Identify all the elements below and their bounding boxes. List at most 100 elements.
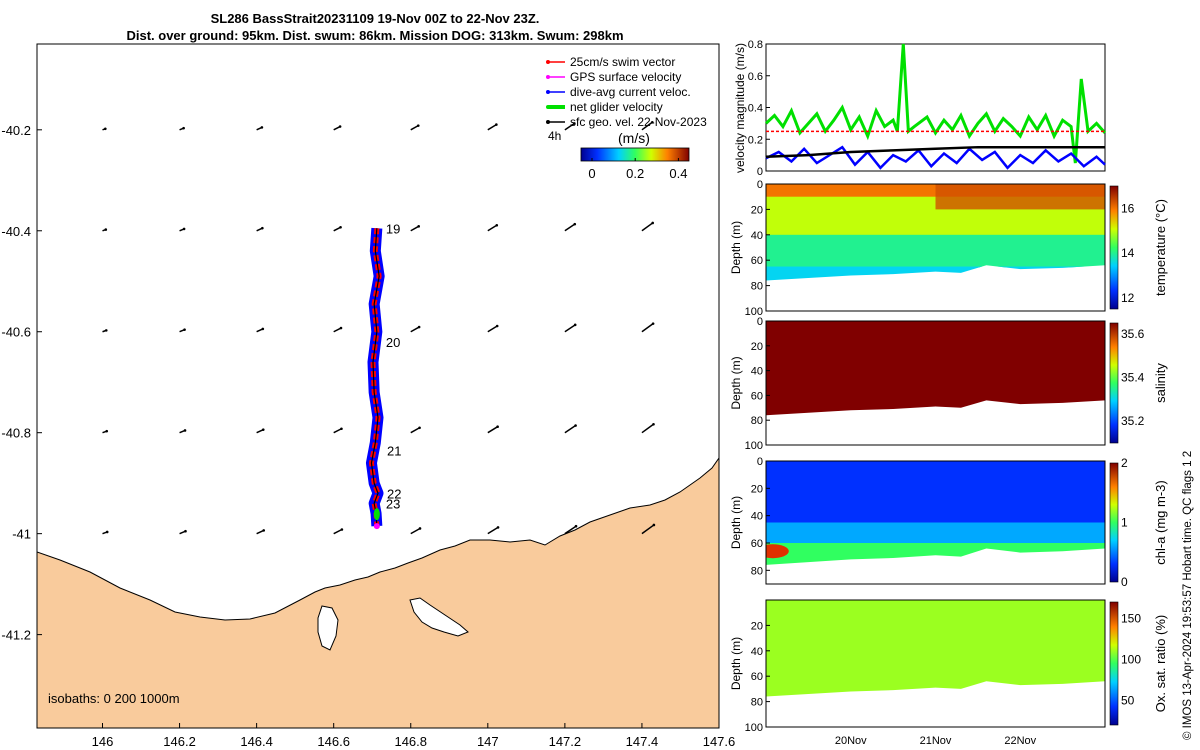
sfc-velocity-arrow: [641, 323, 654, 333]
depth-tick-label: 0: [757, 316, 763, 328]
depth-axis-label: Depth (m): [729, 496, 743, 549]
sfc-velocity-arrowhead: [574, 424, 577, 427]
velocity-line-1: [765, 145, 1106, 170]
depth-tick-label: 20: [751, 341, 763, 353]
colorbar-tick-label: 0.4: [669, 166, 687, 181]
sfc-velocity-arrowhead: [105, 530, 109, 534]
depth-tick-label: 0: [757, 456, 763, 468]
map-y-axis: -40.2 -40.4 -40.6 -40.8 -41 -41.2: [1, 123, 42, 643]
sfc-velocity-arrowhead: [183, 429, 187, 432]
sfc-velocity-arrowhead: [650, 120, 654, 124]
colorbar-tick-label: 14: [1121, 246, 1135, 260]
colorbar-tick-label: 0: [588, 166, 595, 181]
sfc-velocity-arrow: [410, 326, 420, 333]
depth-tick-label: 0: [757, 179, 763, 191]
depth-tick-label: 60: [751, 671, 763, 683]
sfc-velocity-arrowhead: [651, 221, 654, 225]
day-label: 21: [387, 443, 401, 458]
colorbar-salinity: [1109, 322, 1119, 444]
profile-panel-salinity: 0 20 40 60 80 100 Depth (m) 35.2 35.4 35.6 salinit…: [729, 316, 1168, 452]
chla-maximum: [766, 544, 789, 559]
depth-axis-label: Depth (m): [729, 356, 743, 409]
legend-arrowhead: [546, 60, 550, 64]
depth-tick-label: 60: [751, 390, 763, 402]
sfc-velocity-arrowhead: [573, 222, 577, 226]
sfc-velocity-arrow: [333, 528, 343, 535]
map-x-axis: 146 146.2 146.4 146.6 146.8 147 147.2 147.4 147.…: [92, 723, 735, 749]
sfc-velocity-arrowhead: [104, 228, 108, 231]
sfc-velocity-arrowhead: [574, 524, 578, 528]
profile-layer: [766, 600, 1105, 697]
velocity-y-tick-label: 0.2: [748, 134, 763, 146]
sfc-velocity-arrowhead: [496, 425, 499, 428]
sfc-velocity-arrow: [410, 427, 420, 434]
sfc-velocity-arrowhead: [340, 427, 343, 431]
sfc-velocity-arrow: [487, 325, 498, 333]
velocity-ylabel: velocity magnitude (m/s): [733, 43, 747, 173]
time-tick-label: 21Nov: [920, 735, 952, 747]
sfc-velocity-arrow: [256, 529, 265, 535]
colorbar-tick-label: 150: [1121, 611, 1141, 625]
map-y-tick-label: -41: [12, 527, 31, 542]
colorbar-tick-label: 1: [1121, 516, 1128, 530]
colorbar-tick-label: 2: [1121, 456, 1128, 470]
sfc-velocity-arrowhead: [495, 223, 499, 227]
warm-surface-patch: [935, 184, 1105, 210]
sfc-velocity-arrowhead: [260, 126, 264, 129]
profile-frame: [765, 460, 1106, 585]
gps-surface-position: [373, 523, 380, 530]
depth-tick-label: 20: [751, 620, 763, 632]
estuary: [317, 597, 469, 651]
legend-arrowhead: [546, 75, 550, 79]
colorbar-tick-label: 0.2: [626, 166, 644, 181]
legend-label: net glider velocity: [570, 100, 663, 114]
sfc-velocity-arrowhead: [183, 328, 186, 331]
colorbar-chla: [1109, 462, 1119, 583]
sfc-velocity-arrow: [410, 527, 421, 535]
sfc-velocity-arrowhead: [652, 523, 656, 527]
colorbar-label: temperature (°C): [1153, 199, 1168, 296]
velocity-y-tick-label: 0: [757, 166, 763, 178]
sfc-velocity-arrowhead: [339, 225, 342, 229]
depth-tick-label: 80: [751, 697, 763, 709]
sfc-velocity-arrow: [410, 225, 420, 232]
sfc-velocity-arrow: [641, 121, 653, 131]
depth-axis-label: Depth (m): [729, 221, 743, 274]
profile-layer: [766, 321, 1105, 416]
depth-tick-label: 100: [745, 722, 763, 734]
sfc-velocity-arrowhead: [182, 126, 185, 130]
legend-label: GPS surface velocity: [570, 70, 681, 84]
colorbar-label: chl-a (mg m-3): [1153, 480, 1168, 565]
map-panel: 146 146.2 146.4 146.6 146.8 147 147.2 147.4 147.…: [1, 43, 735, 749]
profile-heatmap: [766, 184, 1105, 281]
sfc-velocity-arrowhead: [573, 122, 576, 125]
colorbar-oxygen: [1109, 601, 1119, 726]
sfc-velocity-arrow: [564, 223, 576, 232]
map-x-tick-label: 146.2: [163, 734, 196, 749]
map-frame: [36, 43, 720, 729]
map-x-tick-label: 147: [477, 734, 499, 749]
velocity-series: [764, 43, 1107, 170]
colorbar-tick-label: 16: [1121, 201, 1135, 215]
sfc-velocity-arrowhead: [261, 226, 264, 230]
tasmania-land: [37, 457, 719, 728]
depth-tick-label: 20: [751, 483, 763, 495]
depth-axis-label: Depth (m): [729, 637, 743, 690]
day-label: 19: [386, 221, 400, 236]
sfc-velocity-arrowhead: [104, 329, 108, 332]
profile-heatmap: [766, 600, 1105, 697]
sfc-velocity-arrow: [641, 222, 654, 232]
sfc-velocity-arrowhead: [416, 124, 420, 127]
depth-tick-label: 60: [751, 538, 763, 550]
sfc-velocity-arrowhead: [184, 529, 187, 533]
figure-title-line2: Dist. over ground: 95km. Dist. swum: 86k…: [126, 28, 624, 43]
depth-tick-label: 80: [751, 565, 763, 577]
legend-label: dive-avg current veloc.: [570, 85, 691, 99]
sfc-velocity-arrow: [564, 324, 576, 333]
profile-frame: [765, 599, 1106, 728]
depth-tick-label: 80: [751, 415, 763, 427]
sfc-velocity-arrowhead: [261, 428, 265, 431]
profile-layer: [766, 522, 1105, 544]
day-label: 20: [386, 335, 400, 350]
